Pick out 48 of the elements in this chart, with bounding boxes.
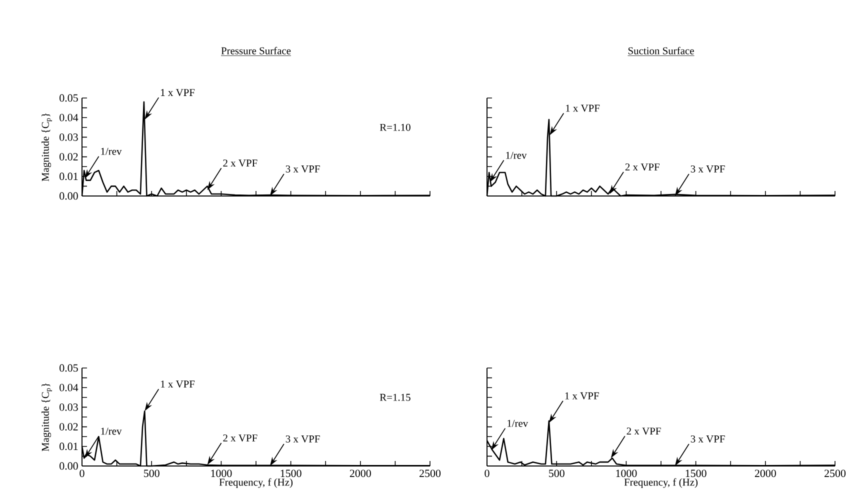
y-tick-label: 0.04 bbox=[60, 114, 78, 122]
annotation: 1 x VPF bbox=[161, 88, 195, 96]
y-tick-label: 0.02 bbox=[60, 422, 78, 430]
annotation: 1 x VPF bbox=[565, 392, 599, 400]
x-tick-label: 1000 bbox=[211, 470, 232, 477]
annotation: 3 x VPF bbox=[286, 165, 320, 172]
y-tick-label: 0.04 bbox=[60, 384, 78, 392]
annotation: 2 x VPF bbox=[223, 159, 258, 166]
annotation: 1 x VPF bbox=[566, 104, 600, 112]
annotation: R=1.15 bbox=[380, 394, 410, 401]
x-tick-label: 1000 bbox=[616, 470, 637, 477]
y-tick-label: 0.01 bbox=[60, 442, 78, 450]
annotation: 3 x VPF bbox=[286, 435, 320, 442]
y-tick-label: 0.05 bbox=[60, 94, 78, 102]
annotation: 1/rev bbox=[101, 428, 122, 435]
x-tick-label: 2000 bbox=[350, 470, 371, 477]
x-tick-label: 1500 bbox=[280, 470, 302, 477]
x-tick-label: 0 bbox=[484, 470, 490, 477]
annotation: 1/rev bbox=[101, 148, 122, 155]
x-tick-label: 0 bbox=[80, 470, 84, 477]
x-axis-title: Frequency, f (Hz) bbox=[219, 478, 293, 488]
chart-title: Suction Surface bbox=[628, 46, 694, 54]
annotation: 2 x VPF bbox=[223, 434, 258, 442]
y-axis-title: Magnitude {C$_{p}$} bbox=[42, 113, 52, 182]
y-tick-label: 0.02 bbox=[60, 152, 78, 160]
annotation: 1 x VPF bbox=[161, 380, 195, 388]
x-tick-label: 500 bbox=[144, 470, 160, 477]
annotation: 1/rev bbox=[506, 152, 527, 159]
annotation: R=1.10 bbox=[380, 124, 410, 131]
y-tick-label: 0.00 bbox=[60, 192, 78, 200]
annotation: 1/rev bbox=[508, 420, 528, 427]
x-tick-label: 2000 bbox=[754, 470, 776, 477]
y-tick-label: 0.05 bbox=[60, 364, 78, 372]
y-tick-label: 0.01 bbox=[60, 172, 78, 180]
y-tick-label: 0.03 bbox=[60, 403, 78, 411]
x-tick-label: 1500 bbox=[686, 470, 706, 477]
x-tick-label: 2500 bbox=[824, 470, 846, 477]
chart-title: Pressure Surface bbox=[221, 46, 291, 54]
y-tick-label: 0.03 bbox=[60, 133, 78, 141]
x-tick-label: 500 bbox=[549, 470, 564, 477]
annotation: 2 x VPF bbox=[626, 427, 661, 435]
x-tick-label: 2500 bbox=[420, 470, 441, 477]
y-axis-title: Magnitude {C$_{p}$} bbox=[42, 383, 52, 452]
y-tick-label: 0.00 bbox=[60, 462, 78, 470]
x-axis-title: Frequency, f (Hz) bbox=[624, 478, 698, 488]
annotation: 3 x VPF bbox=[690, 435, 725, 442]
annotation: 3 x VPF bbox=[690, 165, 725, 172]
annotation: 2 x VPF bbox=[625, 163, 660, 170]
